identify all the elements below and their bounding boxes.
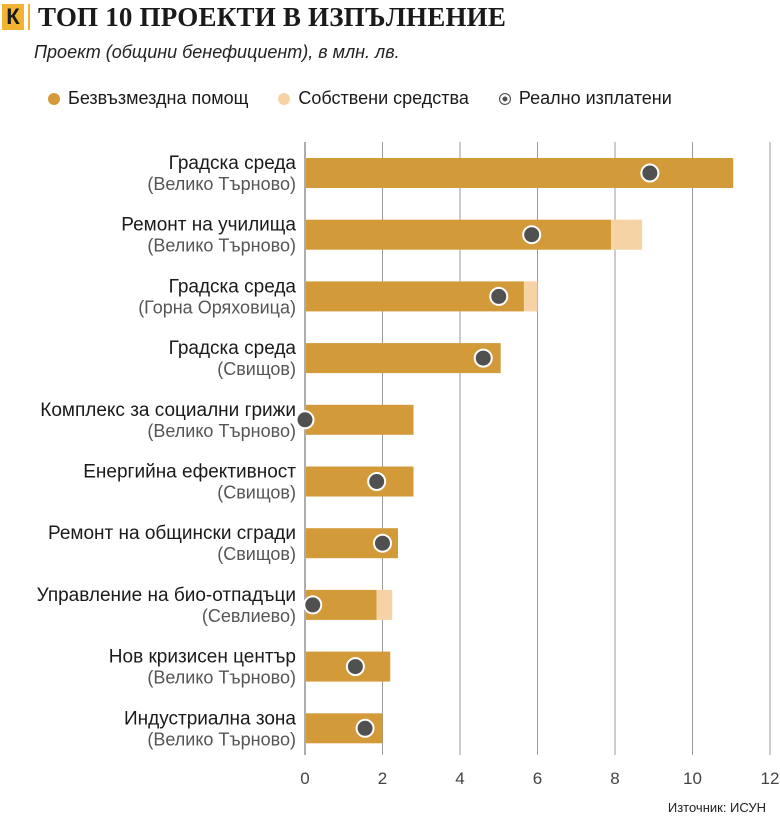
category-name: Енергийна ефективност <box>83 462 296 483</box>
x-tick-label: 0 <box>300 769 309 788</box>
chart-title: ТОП 10 ПРОЕКТИ В ИЗПЪЛНЕНИЕ <box>38 1 507 32</box>
legend-item-paid: Реално изплатени <box>498 88 672 109</box>
category-location: (Севлиево) <box>202 606 296 626</box>
category-location: (Свищов) <box>217 483 296 503</box>
bar-grant <box>306 219 612 250</box>
chart-subtitle: Проект (общини бенефициент), в млн. лв. <box>34 42 400 62</box>
bar-own-funds <box>611 219 643 250</box>
legend-label-own-funds: Собствени средства <box>298 88 469 108</box>
paid-marker <box>345 657 365 677</box>
category-location: (Свищов) <box>217 359 296 379</box>
logo-divider <box>28 4 30 30</box>
legend-item-own-funds: Собствени средства <box>278 88 469 109</box>
paid-marker <box>355 718 375 738</box>
x-tick-label: 4 <box>455 769 464 788</box>
category-name: Градска среда <box>169 153 297 174</box>
paid-marker <box>295 410 315 430</box>
paid-marker <box>473 348 493 368</box>
x-tick-label: 2 <box>378 769 387 788</box>
legend-swatch-grant <box>48 92 60 105</box>
bar-grant <box>306 466 414 497</box>
category-location: (Горна Оряховица) <box>138 297 296 317</box>
legend: Безвъзмездна помощ Собствени средства Ре… <box>48 88 702 109</box>
x-tick-label: 10 <box>683 769 702 788</box>
legend-item-grant: Безвъзмездна помощ <box>48 88 248 109</box>
category-location: (Велико Търново) <box>147 421 296 441</box>
paid-marker <box>640 163 660 183</box>
category-name: Градска среда <box>169 338 297 359</box>
x-tick-label: 12 <box>761 769 780 788</box>
legend-swatch-paid <box>498 92 511 105</box>
legend-swatch-own-funds <box>278 92 291 105</box>
x-tick-label: 6 <box>533 769 542 788</box>
category-name: Градска среда <box>169 276 297 297</box>
bar-own-funds <box>523 281 538 312</box>
category-name: Комплекс за социални грижи <box>40 400 296 421</box>
paid-marker <box>303 595 323 615</box>
paid-marker <box>489 286 509 306</box>
bar-grant <box>306 281 524 312</box>
source-note: Източник: ИСУН <box>667 800 766 815</box>
bar-own-funds <box>376 589 393 620</box>
header: К ТОП 10 ПРОЕКТИ В ИЗПЪЛНЕНИЕ <box>0 0 506 34</box>
paid-marker <box>522 225 542 245</box>
bar-grant <box>306 404 414 435</box>
category-location: (Велико Търново) <box>147 729 296 749</box>
bar-grant <box>306 343 501 374</box>
bar-grant <box>306 158 734 188</box>
category-name: Управление на био-отпадъци <box>37 585 296 606</box>
paid-marker <box>367 472 387 491</box>
category-name: Ремонт на училища <box>121 215 296 236</box>
category-location: (Свищов) <box>217 544 296 564</box>
paid-marker <box>373 533 392 553</box>
legend-label-grant: Безвъзмездна помощ <box>68 88 249 108</box>
category-location: (Велико Търново) <box>147 236 296 256</box>
legend-label-paid: Реално изплатени <box>518 88 672 108</box>
category-name: Индустриална зона <box>124 708 296 729</box>
category-location: (Велико Търново) <box>147 174 296 194</box>
logo: К <box>2 4 24 30</box>
category-name: Нов кризисен център <box>109 647 296 668</box>
category-name: Ремонт на общински сгради <box>48 523 296 544</box>
category-location: (Велико Търново) <box>147 668 296 688</box>
x-tick-label: 8 <box>610 769 619 788</box>
